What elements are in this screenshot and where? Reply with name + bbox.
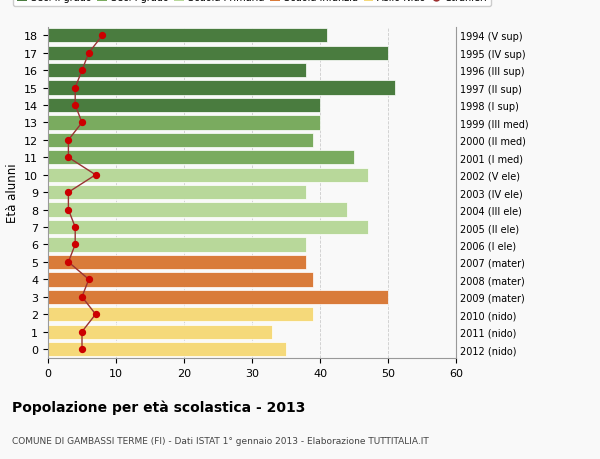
Point xyxy=(77,328,87,336)
Point xyxy=(77,293,87,301)
Bar xyxy=(48,116,320,130)
Point xyxy=(70,85,80,92)
Bar xyxy=(48,81,395,95)
Point xyxy=(64,137,73,144)
Point xyxy=(77,67,87,75)
Point xyxy=(91,311,100,318)
Bar xyxy=(48,99,320,113)
Y-axis label: Età alunni: Età alunni xyxy=(5,163,19,223)
Legend: Sec. II grado, Sec. I grado, Scuola Primaria, Scuola Infanzia, Asilo Nido, Stran: Sec. II grado, Sec. I grado, Scuola Prim… xyxy=(13,0,491,7)
Point xyxy=(64,189,73,196)
Bar xyxy=(48,255,307,269)
Point xyxy=(84,50,94,57)
Bar xyxy=(48,46,388,61)
Point xyxy=(98,33,107,40)
Bar xyxy=(48,29,327,43)
Point xyxy=(84,276,94,283)
Bar xyxy=(48,308,313,322)
Point xyxy=(64,207,73,214)
Point xyxy=(70,224,80,231)
Bar xyxy=(48,168,368,183)
Text: COMUNE DI GAMBASSI TERME (FI) - Dati ISTAT 1° gennaio 2013 - Elaborazione TUTTIT: COMUNE DI GAMBASSI TERME (FI) - Dati IST… xyxy=(12,436,429,445)
Bar xyxy=(48,203,347,217)
Bar xyxy=(48,290,388,304)
Bar xyxy=(48,325,272,339)
Bar xyxy=(48,134,313,148)
Point xyxy=(70,102,80,110)
Bar xyxy=(48,64,307,78)
Bar xyxy=(48,185,307,200)
Point xyxy=(70,241,80,249)
Bar xyxy=(48,342,286,357)
Text: Popolazione per età scolastica - 2013: Popolazione per età scolastica - 2013 xyxy=(12,399,305,414)
Point xyxy=(77,346,87,353)
Bar xyxy=(48,238,307,252)
Point xyxy=(77,119,87,127)
Point xyxy=(64,259,73,266)
Bar xyxy=(48,273,313,287)
Bar xyxy=(48,151,354,165)
Bar xyxy=(48,220,368,235)
Point xyxy=(64,154,73,162)
Point xyxy=(91,172,100,179)
